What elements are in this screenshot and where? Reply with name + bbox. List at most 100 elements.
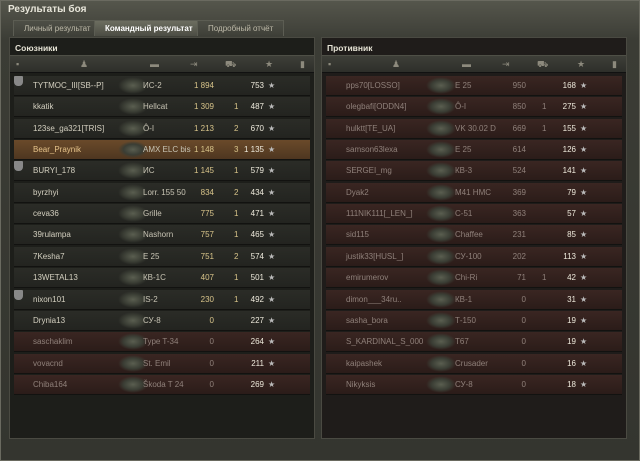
- star-icon: ★: [268, 123, 276, 133]
- tank-name: СУ-8: [455, 379, 473, 389]
- damage-value: 1 894: [193, 81, 214, 90]
- player-name: Bear_Praynik: [33, 145, 82, 155]
- allies-panel: Союзники ▪ ♟ ▬ ⇥ ⛟ ★ ▮ TYTMOC_III[SB--P] ИС-2 1 8…: [9, 37, 315, 439]
- frags-value: 1: [234, 166, 239, 176]
- xp-value: 1 135: [243, 145, 264, 155]
- tab-team[interactable]: Командный результат: [94, 20, 204, 36]
- damage-icon[interactable]: ⇥: [190, 59, 198, 69]
- player-row[interactable]: sasha_bora Т-150 0 19 ★: [326, 310, 622, 331]
- player-row[interactable]: justik33[HUSL_] СУ-100 202 113 ★: [326, 246, 622, 267]
- tank-name: СУ-8: [143, 315, 161, 325]
- player-row[interactable]: 13WETAL13 КВ-1С 407 1 501 ★: [14, 268, 310, 289]
- damage-value: 950: [512, 81, 526, 90]
- player-row[interactable]: samson63lexa E 25 614 126 ★: [326, 140, 622, 161]
- platoon-icon[interactable]: ▪: [16, 59, 20, 69]
- xp-value: 670: [250, 123, 264, 133]
- player-row[interactable]: nixon101 IS-2 230 1 492 ★: [14, 289, 310, 310]
- player-row[interactable]: TYTMOC_III[SB--P] ИС-2 1 894 753 ★: [14, 76, 310, 96]
- player-icon[interactable]: ♟: [392, 59, 401, 69]
- player-row[interactable]: dimon___34ru.. КВ-1 0 31 ★: [326, 289, 622, 310]
- tank-icon: [426, 290, 456, 308]
- platoon-icon[interactable]: ▪: [328, 59, 332, 69]
- player-row[interactable]: hulktt[TE_UA] VK 30.02 D 669 1 155 ★: [326, 118, 622, 139]
- player-row[interactable]: Drynia13 СУ-8 0 227 ★: [14, 310, 310, 331]
- player-row[interactable]: S_KARDINAL_S_000 T67 0 19 ★: [326, 332, 622, 353]
- damage-value: 231: [512, 230, 526, 240]
- frags-value: 2: [234, 187, 239, 197]
- player-name: 111NIK111[_LEN_]: [346, 209, 413, 219]
- tank-name: E 25: [143, 251, 160, 261]
- star-icon: ★: [268, 81, 276, 90]
- player-name: sasha_bora: [346, 315, 388, 325]
- frags-value: 2: [234, 123, 239, 133]
- star-icon: ★: [580, 379, 588, 389]
- frags-value: 3: [234, 145, 239, 155]
- player-row[interactable]: sid115 Chaffee 231 85 ★: [326, 225, 622, 246]
- player-row[interactable]: Nikyksis СУ-8 0 18 ★: [326, 374, 622, 395]
- player-row[interactable]: 39rulampa Nashorn 757 1 465 ★: [14, 225, 310, 246]
- tank-icon: [426, 226, 456, 244]
- tank-icon: [118, 141, 148, 159]
- player-name: 39rulampa: [33, 230, 71, 240]
- star-icon: ★: [268, 294, 276, 304]
- damage-value: 363: [512, 209, 526, 219]
- star-icon: ★: [268, 358, 276, 368]
- medal-icon[interactable]: ▮: [300, 59, 305, 69]
- tank-icon[interactable]: ▬: [150, 59, 159, 69]
- star-icon: ★: [268, 230, 276, 240]
- player-row[interactable]: byrzhyi Lorr. 155 50 834 2 434 ★: [14, 182, 310, 203]
- frags-icon[interactable]: ⛟: [537, 59, 549, 69]
- star-icon: ★: [580, 358, 588, 368]
- allies-column-header: ▪ ♟ ▬ ⇥ ⛟ ★ ▮: [10, 55, 314, 73]
- player-row[interactable]: 123se_ga321[TRIS] Ô-I 1 213 2 670 ★: [14, 118, 310, 139]
- player-row[interactable]: vovacnd St. Emil 0 211 ★: [14, 353, 310, 374]
- tank-name: IS-2: [143, 294, 158, 304]
- star-icon: ★: [268, 145, 276, 155]
- enemies-column-header: ▪ ♟ ▬ ⇥ ⛟ ★ ▮: [322, 55, 626, 73]
- xp-star-icon[interactable]: ★: [265, 59, 274, 69]
- player-row[interactable]: Bear_Praynik AMX ELC bis 1 148 3 1 135 ★: [14, 140, 310, 161]
- frags-icon[interactable]: ⛟: [225, 59, 237, 69]
- damage-value: 834: [200, 187, 214, 197]
- damage-icon[interactable]: ⇥: [502, 59, 510, 69]
- player-row[interactable]: kkatik Hellcat 1 309 1 487 ★: [14, 97, 310, 118]
- player-row[interactable]: saschaklim Type T-34 0 264 ★: [14, 332, 310, 353]
- player-row[interactable]: pps70[LOSSO] E 25 950 168 ★: [326, 76, 622, 96]
- player-row[interactable]: Dyak2 M41 HMC 369 79 ★: [326, 182, 622, 203]
- player-row[interactable]: 111NIK111[_LEN_] С-51 363 57 ★: [326, 204, 622, 225]
- xp-star-icon[interactable]: ★: [577, 59, 586, 69]
- damage-value: 0: [521, 294, 526, 304]
- player-row[interactable]: Chiba164 Škoda T 24 0 269 ★: [14, 374, 310, 395]
- tab-personal[interactable]: Личный результат: [13, 20, 102, 36]
- frags-value: 2: [234, 251, 239, 261]
- player-row[interactable]: BURYI_178 ИС 1 145 1 579 ★: [14, 161, 310, 182]
- tank-name: КВ-1: [455, 294, 473, 304]
- xp-value: 275: [562, 102, 576, 112]
- player-row[interactable]: SERGEI_mg КВ-3 524 141 ★: [326, 161, 622, 182]
- tank-name: С-51: [455, 209, 473, 219]
- tank-name: Lorr. 155 50: [143, 187, 186, 197]
- tank-icon: [118, 226, 148, 244]
- tank-icon: [426, 269, 456, 287]
- player-icon[interactable]: ♟: [80, 59, 89, 69]
- tank-name: КВ-3: [455, 166, 473, 176]
- tank-icon[interactable]: ▬: [462, 59, 471, 69]
- medal-icon[interactable]: ▮: [612, 59, 617, 69]
- tank-icon: [426, 77, 456, 94]
- player-row[interactable]: olegbafi[ODDN4] Ô-I 850 1 275 ★: [326, 97, 622, 118]
- damage-value: 202: [512, 251, 526, 261]
- player-row[interactable]: ceva36 Grille 775 1 471 ★: [14, 204, 310, 225]
- tank-icon: [118, 354, 148, 372]
- tank-icon: [118, 269, 148, 287]
- player-row[interactable]: kaipashek Crusader 0 16 ★: [326, 353, 622, 374]
- tab-detailed[interactable]: Подробный отчёт: [197, 20, 285, 36]
- star-icon: ★: [268, 166, 276, 176]
- player-row[interactable]: 7Kesha7 E 25 751 2 574 ★: [14, 246, 310, 267]
- player-row[interactable]: emirumerov Chi-Ri 71 1 42 ★: [326, 268, 622, 289]
- tank-name: Škoda T 24: [143, 379, 184, 389]
- tank-name: Type T-34: [143, 337, 179, 347]
- enemies-title: Противник: [327, 43, 373, 53]
- star-icon: ★: [580, 187, 588, 197]
- damage-value: 0: [209, 337, 214, 347]
